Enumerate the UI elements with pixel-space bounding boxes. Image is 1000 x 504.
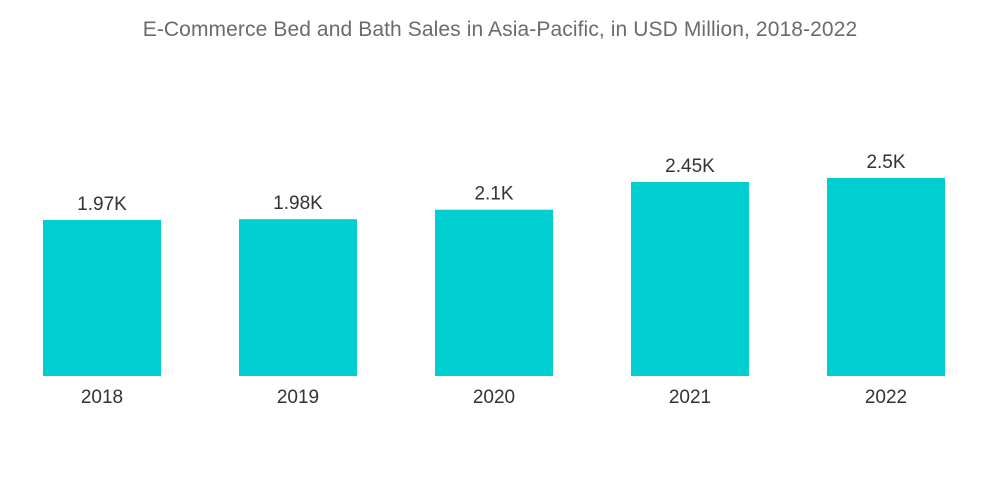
data-label-2020: 2.1K bbox=[474, 184, 513, 205]
x-tick-label-2018: 2018 bbox=[81, 387, 123, 408]
x-tick-label-2022: 2022 bbox=[865, 387, 907, 408]
data-label-2018: 1.97K bbox=[77, 194, 127, 215]
data-label-2019: 1.98K bbox=[273, 193, 323, 214]
x-tick-label-2021: 2021 bbox=[669, 387, 711, 408]
bar-2022 bbox=[827, 178, 945, 376]
data-label-2022: 2.5K bbox=[866, 152, 905, 173]
x-tick-label-2020: 2020 bbox=[473, 387, 515, 408]
x-tick-label-2019: 2019 bbox=[277, 387, 319, 408]
bar-2019 bbox=[239, 219, 357, 376]
data-label-2021: 2.45K bbox=[665, 156, 715, 177]
bar-2021 bbox=[631, 182, 749, 376]
bar-2018 bbox=[43, 220, 161, 376]
chart-title: E-Commerce Bed and Bath Sales in Asia-Pa… bbox=[142, 18, 858, 41]
bar-2020 bbox=[435, 209, 553, 376]
